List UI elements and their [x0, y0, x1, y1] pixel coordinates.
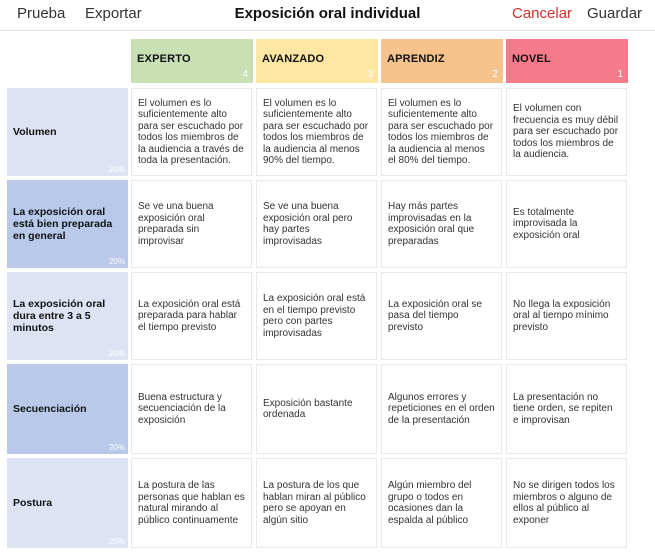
test-button[interactable]: Prueba [17, 5, 66, 22]
cancel-button[interactable]: Cancelar [512, 5, 573, 22]
criterion-weight: 20% [108, 443, 125, 452]
level-name: AVANZADO [262, 53, 325, 65]
top-toolbar: Prueba Exportar Exposición oral individu… [0, 0, 655, 31]
level-score: 2 [492, 69, 498, 80]
criterion-weight: 20% [108, 165, 125, 174]
criterion-label: Volumen [13, 126, 57, 138]
descriptor-cell[interactable]: La exposición oral está en el tiempo pre… [256, 272, 377, 360]
criterion-sequencing[interactable]: Secuenciación 20% [7, 364, 128, 454]
criterion-label: La exposición oral está bien preparada e… [13, 206, 113, 242]
criterion-label: Postura [13, 497, 53, 509]
save-button[interactable]: Guardar [587, 5, 643, 22]
descriptor-cell[interactable]: Hay más partes improvisadas en la exposi… [381, 180, 502, 268]
level-score: 1 [617, 69, 623, 80]
criterion-weight: 20% [108, 537, 125, 546]
descriptor-cell[interactable]: El volumen es lo suficientemente alto pa… [256, 88, 377, 176]
criterion-label: La exposición oral dura entre 3 a 5 minu… [13, 298, 106, 334]
level-header-advanced[interactable]: AVANZADO 3 [256, 39, 378, 83]
descriptor-cell[interactable]: Es totalmente improvisada la exposición … [506, 180, 627, 268]
descriptor-cell[interactable]: Algunos errores y repeticiones en el ord… [381, 364, 502, 454]
descriptor-cell[interactable]: La postura de los que hablan miran al pú… [256, 458, 377, 548]
export-button[interactable]: Exportar [85, 5, 142, 22]
descriptor-cell[interactable]: El volumen es lo suficientemente alto pa… [131, 88, 252, 176]
criterion-preparation[interactable]: La exposición oral está bien preparada e… [7, 180, 128, 268]
level-name: NOVEL [512, 53, 551, 65]
criterion-weight: 20% [108, 257, 125, 266]
criterion-weight: 20% [108, 349, 125, 358]
descriptor-cell[interactable]: La postura de las personas que hablan es… [131, 458, 252, 548]
descriptor-cell[interactable]: No llega la exposición oral al tiempo mí… [506, 272, 627, 360]
descriptor-cell[interactable]: No se dirigen todos los miembros o algun… [506, 458, 627, 548]
criterion-label: Secuenciación [13, 403, 87, 415]
descriptor-cell[interactable]: Exposición bastante ordenada [256, 364, 377, 454]
descriptor-cell[interactable]: Algún miembro del grupo o todos en ocasi… [381, 458, 502, 548]
descriptor-cell[interactable]: El volumen con frecuencia es muy débil p… [506, 88, 627, 176]
descriptor-cell[interactable]: La exposición oral se pasa del tiempo pr… [381, 272, 502, 360]
descriptor-cell[interactable]: El volumen es lo suficientemente alto pa… [381, 88, 502, 176]
level-name: EXPERTO [137, 53, 191, 65]
level-header-expert[interactable]: EXPERTO 4 [131, 39, 253, 83]
descriptor-cell[interactable]: Se ve una buena exposición oral preparad… [131, 180, 252, 268]
criterion-duration[interactable]: La exposición oral dura entre 3 a 5 minu… [7, 272, 128, 360]
criterion-posture[interactable]: Postura 20% [7, 458, 128, 548]
descriptor-cell[interactable]: Se ve una buena exposición oral pero hay… [256, 180, 377, 268]
descriptor-cell[interactable]: La exposición oral está preparada para h… [131, 272, 252, 360]
criterion-volume[interactable]: Volumen 20% [7, 88, 128, 176]
level-score: 4 [242, 69, 248, 80]
descriptor-cell[interactable]: Buena estructura y secuenciación de la e… [131, 364, 252, 454]
level-score: 3 [367, 69, 373, 80]
descriptor-cell[interactable]: La presentación no tiene orden, se repit… [506, 364, 627, 454]
level-header-apprentice[interactable]: APRENDIZ 2 [381, 39, 503, 83]
level-name: APRENDIZ [387, 53, 445, 65]
level-header-novice[interactable]: NOVEL 1 [506, 39, 628, 83]
